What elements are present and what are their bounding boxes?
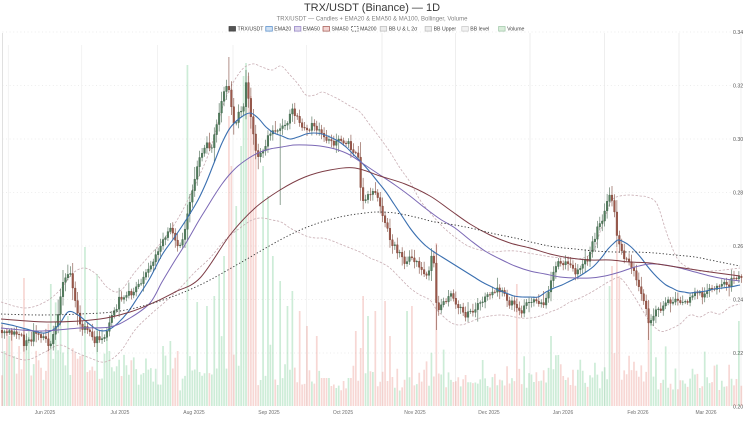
svg-text:SMA50: SMA50 (332, 27, 349, 33)
svg-text:BB level: BB level (470, 27, 489, 33)
svg-text:0.22: 0.22 (733, 351, 743, 357)
svg-text:Sep 2025: Sep 2025 (258, 410, 280, 416)
svg-text:Jul 2025: Jul 2025 (111, 410, 130, 416)
svg-text:0.32: 0.32 (733, 83, 743, 89)
svg-text:0.24: 0.24 (733, 297, 743, 303)
svg-text:BB Upper: BB Upper (434, 27, 457, 33)
svg-text:Nov 2025: Nov 2025 (404, 410, 426, 416)
svg-text:Jan 2026: Jan 2026 (553, 410, 574, 416)
svg-text:0.20: 0.20 (733, 404, 743, 410)
svg-text:BB U & L 2σ: BB U & L 2σ (389, 27, 418, 33)
svg-text:Aug 2025: Aug 2025 (183, 410, 205, 416)
svg-text:Dec 2025: Dec 2025 (478, 410, 500, 416)
svg-text:0.26: 0.26 (733, 244, 743, 250)
svg-text:Mar 2026: Mar 2026 (695, 410, 716, 416)
svg-text:Feb 2026: Feb 2026 (627, 410, 648, 416)
svg-text:0.30: 0.30 (733, 137, 743, 143)
svg-text:EMA50: EMA50 (303, 27, 320, 33)
svg-text:TRX/USDT (Binance) — 1D: TRX/USDT (Binance) — 1D (304, 2, 440, 14)
svg-text:TRX/USDT — Candles + EMA20 & E: TRX/USDT — Candles + EMA20 & EMA50 & MA1… (277, 17, 468, 23)
svg-text:Volume: Volume (507, 27, 524, 33)
svg-text:EMA20: EMA20 (274, 27, 291, 33)
svg-text:MA200: MA200 (360, 27, 377, 33)
svg-text:Oct 2025: Oct 2025 (333, 410, 354, 416)
svg-text:Jun 2025: Jun 2025 (35, 410, 56, 416)
svg-text:0.34: 0.34 (733, 30, 743, 36)
svg-text:TRX/USDT: TRX/USDT (238, 27, 265, 33)
svg-text:0.28: 0.28 (733, 190, 743, 196)
